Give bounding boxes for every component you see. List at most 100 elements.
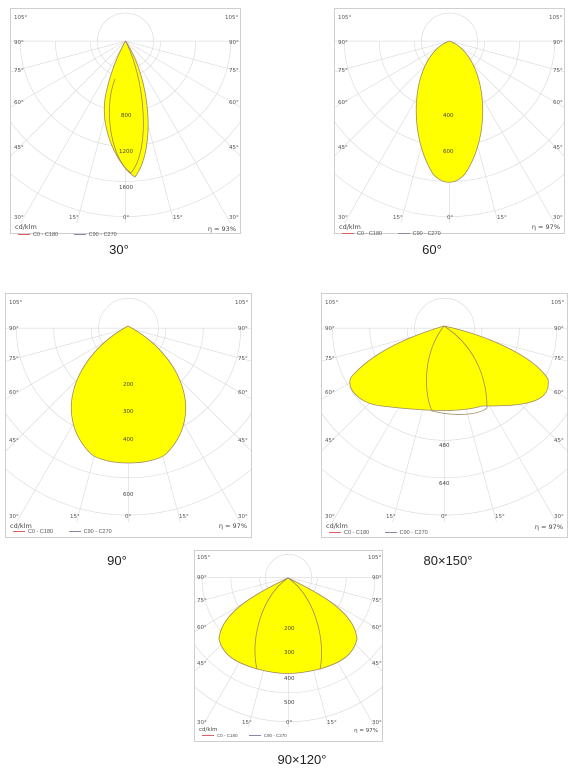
radial-value-1200: 1200	[119, 149, 133, 155]
angle-label-left-45: 45°	[9, 438, 19, 444]
angle-label-left-60: 60°	[14, 100, 24, 106]
angle-label-right-75: 75°	[238, 356, 248, 362]
efficiency-label: η = 97%	[534, 523, 563, 531]
legend-c0-swatch	[342, 232, 354, 234]
angle-label-left-75: 75°	[197, 598, 207, 604]
radial-value-400: 400	[123, 437, 134, 443]
legend-c0-label: C0 - C180	[344, 530, 370, 536]
panel-caption-90: 90°	[107, 553, 127, 568]
bottom-label-15-right: 15°	[173, 215, 183, 221]
distribution-curve-c90	[109, 40, 144, 174]
legend: C0 - C180 C90 - C270	[339, 231, 441, 237]
angle-label-right-105: 105°	[235, 300, 248, 306]
efficiency-label: η = 97%	[218, 522, 247, 530]
angle-label-right-90: 90°	[554, 326, 564, 332]
radial-value-600: 600	[443, 149, 454, 155]
legend-c90-label: C90 - C270	[88, 232, 117, 238]
angle-label-left-90: 90°	[338, 40, 348, 46]
angle-label-left-105: 105°	[9, 300, 22, 306]
radial-value-640: 640	[439, 481, 450, 487]
angle-label-left-30: 30°	[325, 514, 335, 520]
angle-label-left-90: 90°	[14, 40, 24, 46]
panel-caption-80x150: 80×150°	[423, 553, 473, 568]
legend-c0-label: C0 - C180	[28, 529, 54, 535]
radial-value-200: 200	[284, 626, 295, 632]
bottom-label-15-left: 15°	[70, 514, 80, 520]
legend-c90-swatch	[73, 233, 86, 235]
angle-label-left-30: 30°	[14, 215, 24, 221]
angle-label-right-45: 45°	[554, 438, 564, 444]
angle-label-left-60: 60°	[197, 625, 207, 631]
legend-c90-swatch	[68, 530, 81, 532]
angle-label-right-75: 75°	[554, 356, 564, 362]
bottom-label-0: 0°	[441, 514, 447, 520]
polar-plot: 105° 90° 75° 60° 45° 30° 105° 90° 75° 60…	[322, 297, 567, 522]
polar-diagram-60: 105° 90° 75° 60° 45° 30° 105° 90° 75° 60…	[334, 8, 565, 237]
bottom-label-0: 0°	[447, 215, 453, 221]
legend-c90-label: C90 - C270	[83, 529, 112, 535]
angle-label-right-60: 60°	[372, 625, 382, 631]
angle-label-right-60: 60°	[238, 390, 248, 396]
angle-label-right-90: 90°	[553, 40, 563, 46]
radial-value-500: 500	[284, 700, 295, 706]
angle-label-left-75: 75°	[325, 356, 335, 362]
legend-c90-swatch	[397, 232, 410, 234]
angle-label-left-30: 30°	[338, 215, 348, 221]
bottom-label-15-right: 15°	[497, 215, 507, 221]
angle-label-right-60: 60°	[229, 100, 239, 106]
angle-label-left-105: 105°	[325, 300, 338, 306]
angle-label-left-75: 75°	[338, 68, 348, 74]
bottom-label-15-left: 15°	[242, 720, 252, 726]
bottom-label-15-right: 15°	[495, 514, 505, 520]
legend-c0-swatch	[329, 531, 341, 533]
polar-plot: 105° 90° 75° 60° 45° 30° 105° 90° 75° 60…	[11, 12, 240, 223]
legend-c0-swatch	[202, 734, 214, 736]
angle-label-left-30: 30°	[197, 720, 207, 726]
angle-label-left-60: 60°	[338, 100, 348, 106]
angle-label-left-45: 45°	[14, 145, 24, 151]
radial-value-400: 400	[284, 676, 295, 682]
angle-label-right-45: 45°	[229, 145, 239, 151]
legend-c0-label: C0 - C180	[33, 232, 59, 238]
legend-c90-swatch	[384, 531, 397, 533]
angle-label-left-90: 90°	[9, 326, 19, 332]
legend-c90-swatch	[248, 734, 261, 736]
panel-caption-90x120: 90×120°	[277, 752, 327, 767]
angle-label-left-60: 60°	[9, 390, 19, 396]
angle-label-left-105: 105°	[338, 15, 351, 21]
bottom-label-15-left: 15°	[386, 514, 396, 520]
legend-c90-label: C90 - C270	[399, 530, 428, 536]
angle-label-left-75: 75°	[14, 68, 24, 74]
legend-c0-label: C0 - C180	[357, 231, 383, 237]
efficiency-label: η = 93%	[207, 225, 236, 233]
polar-plot: 105° 90° 75° 60° 45° 30° 105° 90° 75° 60…	[335, 12, 564, 223]
angle-label-left-90: 90°	[325, 326, 335, 332]
unit-label: cd/klm	[326, 522, 348, 530]
legend: C0 - C180 C90 - C270	[199, 733, 287, 738]
angle-label-right-45: 45°	[553, 145, 563, 151]
angle-label-left-45: 45°	[325, 438, 335, 444]
polar-diagram-80x150: 105° 90° 75° 60° 45° 30° 105° 90° 75° 60…	[321, 293, 568, 538]
legend: C0 - C180 C90 - C270	[326, 530, 428, 536]
angle-label-right-90: 90°	[238, 326, 248, 332]
bottom-label-15-left: 15°	[69, 215, 79, 221]
radial-value-480: 480	[439, 443, 450, 449]
unit-label: cd/klm	[339, 223, 361, 231]
angle-label-right-60: 60°	[553, 100, 563, 106]
bottom-label-0: 0°	[123, 215, 129, 221]
distribution-curve-c0	[103, 40, 149, 178]
angle-label-right-75: 75°	[229, 68, 239, 74]
angle-label-right-30: 30°	[372, 720, 382, 726]
distribution-curve-c0	[70, 325, 187, 464]
radial-value-400: 400	[443, 113, 454, 119]
bottom-label-15-left: 15°	[393, 215, 403, 221]
angle-label-right-90: 90°	[372, 575, 382, 581]
angle-label-left-75: 75°	[9, 356, 19, 362]
radial-value-200: 200	[123, 382, 134, 388]
radial-value-600: 600	[123, 492, 134, 498]
panel-caption-60: 60°	[422, 242, 442, 257]
angle-label-left-90: 90°	[197, 575, 207, 581]
legend-c90-label: C90 - C270	[263, 733, 287, 738]
distribution-curve-c90	[426, 325, 488, 415]
distribution-curve-c0	[415, 40, 484, 183]
